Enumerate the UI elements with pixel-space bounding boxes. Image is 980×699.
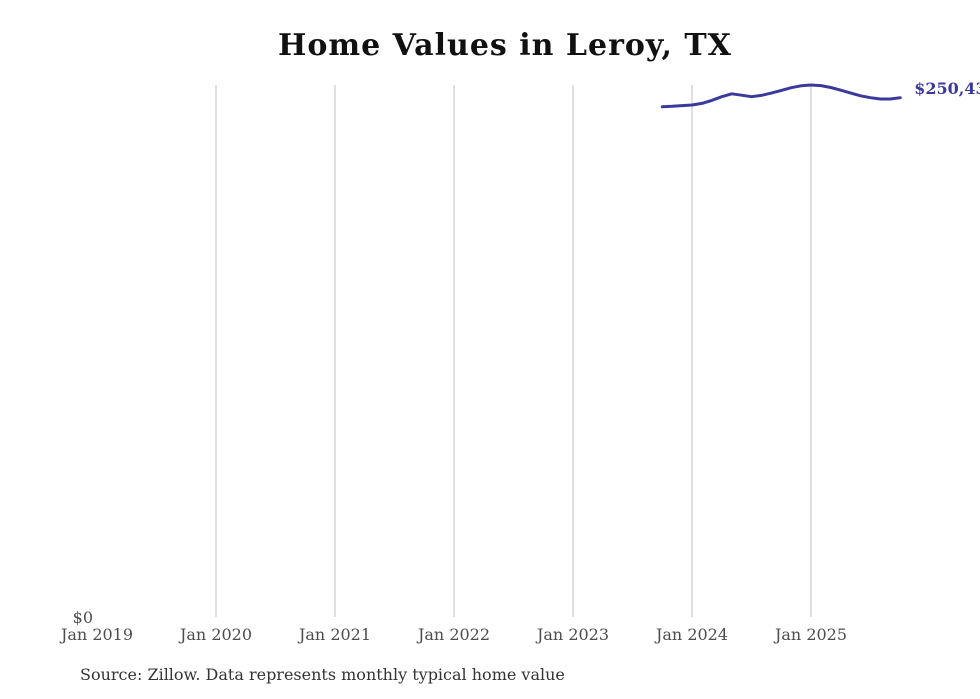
x-axis-label: Jan 2020 (179, 625, 253, 644)
x-axis-label: Jan 2025 (774, 625, 848, 644)
y-axis-zero-label: $0 (72, 608, 93, 627)
chart-title: Home Values in Leroy, TX (278, 28, 732, 63)
x-axis-label: Jan 2022 (417, 625, 491, 644)
x-axis-label: Jan 2024 (655, 625, 729, 644)
home-value-line (660, 83, 902, 109)
x-axis-label: Jan 2023 (536, 625, 610, 644)
source-note: Source: Zillow. Data represents monthly … (80, 665, 565, 684)
x-axis-label: Jan 2021 (298, 625, 372, 644)
x-axis-label: Jan 2019 (60, 625, 134, 644)
latest-value-label: $250,433 (914, 78, 980, 98)
x-axis: Jan 2019 Jan 2020 Jan 2021 Jan 2022 Jan 2023… (0, 625, 980, 647)
